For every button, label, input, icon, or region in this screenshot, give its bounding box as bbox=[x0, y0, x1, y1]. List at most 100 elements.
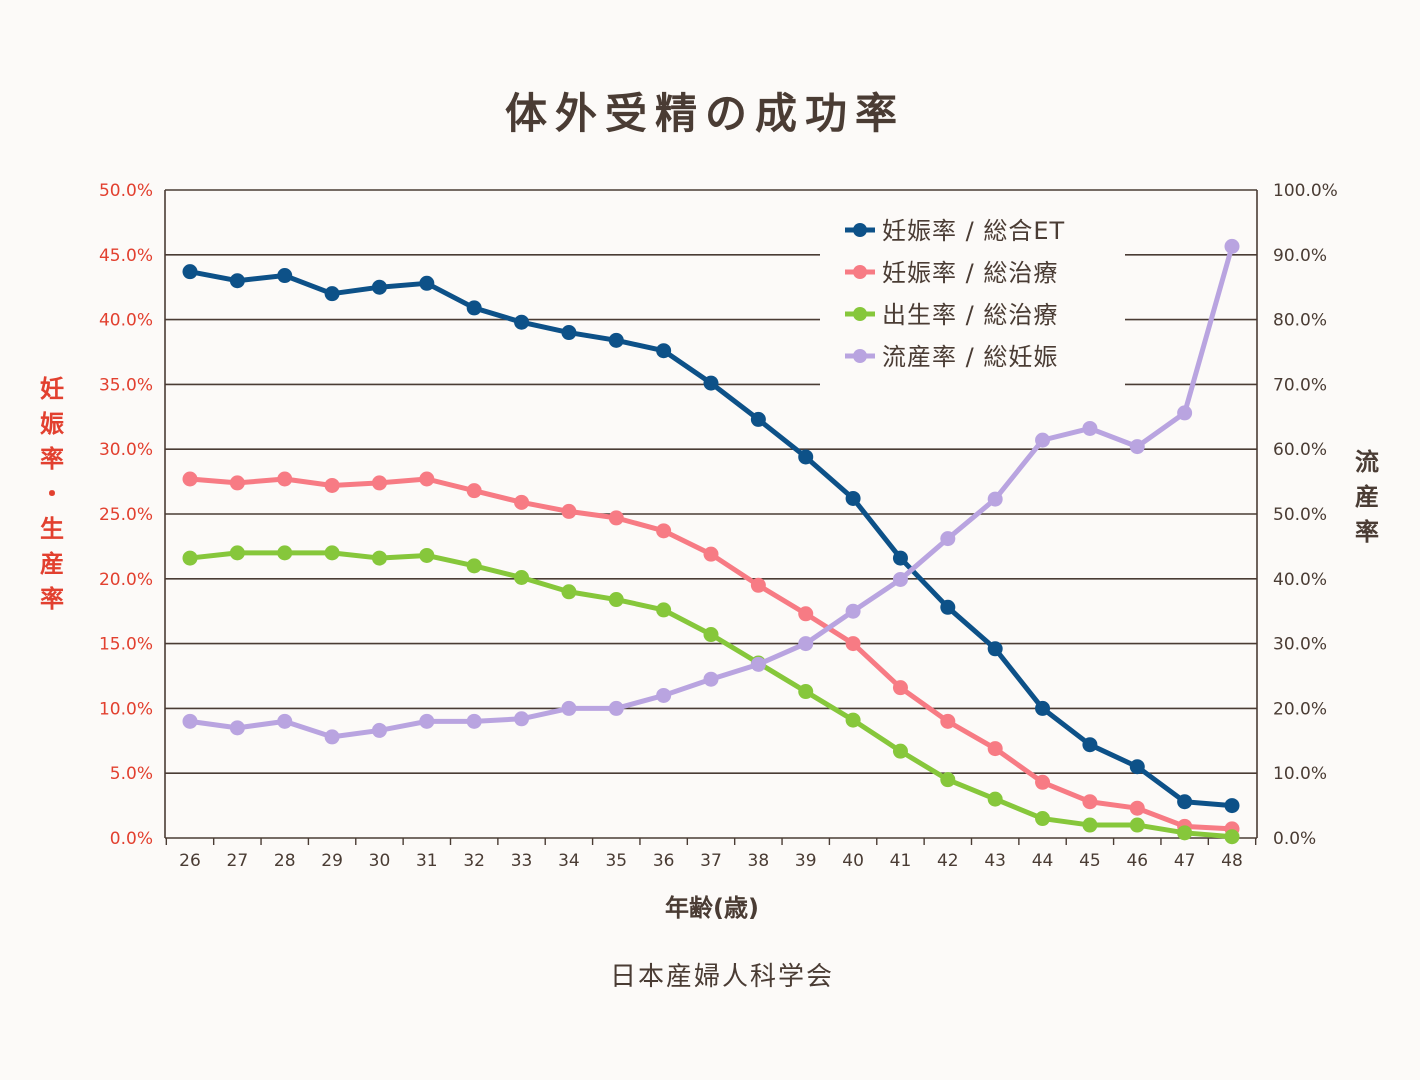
data-point bbox=[798, 684, 814, 700]
y-tick-label-right: 0.0% bbox=[1273, 829, 1316, 849]
data-point bbox=[1129, 439, 1145, 455]
x-tick-label: 42 bbox=[937, 851, 959, 871]
source-text: 日本産婦人科学会 bbox=[610, 962, 834, 992]
y-tick-label-right: 90.0% bbox=[1273, 246, 1327, 266]
y-tick-label-left: 20.0% bbox=[99, 570, 153, 590]
y-tick-label-left: 25.0% bbox=[99, 505, 153, 525]
data-point bbox=[371, 722, 387, 738]
data-point bbox=[466, 300, 482, 316]
y-tick-label-right: 40.0% bbox=[1273, 570, 1327, 590]
axis-layer: 0.0% 0.0% 5.0% 10.0% 10.0% 20.0% 15.0% 30.0% 20.… bbox=[99, 181, 1338, 871]
data-point bbox=[419, 547, 435, 563]
data-point bbox=[324, 477, 340, 493]
legend-swatch-marker bbox=[853, 265, 867, 279]
data-point bbox=[1082, 794, 1098, 810]
data-point bbox=[703, 671, 719, 687]
data-point bbox=[1224, 798, 1240, 814]
x-tick-label: 47 bbox=[1174, 851, 1196, 871]
data-point bbox=[514, 314, 530, 330]
data-point bbox=[940, 599, 956, 615]
data-point bbox=[892, 571, 908, 587]
x-tick-label: 35 bbox=[605, 851, 627, 871]
data-point bbox=[324, 545, 340, 561]
data-point bbox=[608, 592, 624, 608]
data-point bbox=[892, 680, 908, 696]
legend-label: 出生率 / 総治療 bbox=[882, 301, 1058, 329]
data-point bbox=[371, 550, 387, 566]
data-point bbox=[656, 602, 672, 618]
series-line bbox=[187, 476, 1235, 832]
x-tick-label: 31 bbox=[416, 851, 438, 871]
x-tick-label: 48 bbox=[1221, 851, 1243, 871]
data-point bbox=[277, 713, 293, 729]
data-point bbox=[324, 729, 340, 745]
data-point bbox=[845, 490, 861, 506]
y-tick-label-right: 20.0% bbox=[1273, 699, 1327, 719]
data-point bbox=[1177, 405, 1193, 421]
data-point bbox=[703, 546, 719, 562]
axis-label-char: 産 bbox=[1355, 483, 1379, 511]
data-point bbox=[229, 720, 245, 736]
data-point bbox=[1177, 825, 1193, 841]
legend-swatch-marker bbox=[853, 307, 867, 321]
data-point bbox=[798, 636, 814, 652]
data-point bbox=[798, 606, 814, 622]
data-point bbox=[1035, 432, 1051, 448]
x-tick-label: 44 bbox=[1032, 851, 1054, 871]
axis-label-char: 生 bbox=[40, 515, 64, 543]
data-point bbox=[940, 531, 956, 547]
data-point bbox=[1129, 817, 1145, 833]
data-point bbox=[466, 713, 482, 729]
x-tick-label: 45 bbox=[1079, 851, 1101, 871]
chart-title: 体外受精の成功率 bbox=[505, 89, 905, 138]
data-point bbox=[561, 503, 577, 519]
data-point bbox=[608, 510, 624, 526]
y-tick-label-right: 70.0% bbox=[1273, 375, 1327, 395]
x-tick-label: 36 bbox=[653, 851, 675, 871]
axis-label-char: 率 bbox=[1355, 518, 1379, 546]
data-point bbox=[514, 494, 530, 510]
data-point bbox=[1035, 700, 1051, 716]
axis-label-char: 率 bbox=[40, 445, 64, 473]
data-point bbox=[229, 475, 245, 491]
data-point bbox=[1129, 759, 1145, 775]
data-point bbox=[1082, 817, 1098, 833]
axis-label-char: 産 bbox=[40, 550, 64, 578]
data-point bbox=[750, 411, 766, 427]
y-tick-label-left: 0.0% bbox=[110, 829, 153, 849]
y-tick-label-left: 35.0% bbox=[99, 375, 153, 395]
data-point bbox=[182, 550, 198, 566]
legend-label: 流産率 / 総妊娠 bbox=[882, 343, 1058, 371]
y-axis-label-right: 流産率 bbox=[1355, 448, 1379, 546]
y-tick-label-left: 30.0% bbox=[99, 440, 153, 460]
data-point bbox=[371, 279, 387, 295]
data-point bbox=[703, 375, 719, 391]
data-point bbox=[419, 471, 435, 487]
axis-label-char: 率 bbox=[40, 585, 64, 613]
data-point bbox=[561, 325, 577, 341]
legend-label: 妊娠率 / 総治療 bbox=[882, 259, 1058, 287]
x-tick-label: 34 bbox=[558, 851, 580, 871]
data-point bbox=[1035, 774, 1051, 790]
y-tick-label-right: 10.0% bbox=[1273, 764, 1327, 784]
data-point bbox=[845, 712, 861, 728]
data-point bbox=[1082, 737, 1098, 753]
x-tick-label: 40 bbox=[842, 851, 864, 871]
data-point bbox=[608, 700, 624, 716]
data-point bbox=[229, 273, 245, 289]
y-tick-label-right: 100.0% bbox=[1273, 181, 1338, 201]
data-point bbox=[182, 713, 198, 729]
data-point bbox=[419, 713, 435, 729]
axis-label-char: ・ bbox=[40, 480, 64, 508]
legend-swatch-marker bbox=[853, 349, 867, 363]
data-point bbox=[1224, 238, 1240, 254]
data-point bbox=[561, 584, 577, 600]
data-point bbox=[845, 603, 861, 619]
x-tick-label: 39 bbox=[795, 851, 817, 871]
data-point bbox=[561, 700, 577, 716]
axis-label-char: 娠 bbox=[40, 410, 64, 438]
data-point bbox=[798, 449, 814, 465]
data-point bbox=[1177, 794, 1193, 810]
data-point bbox=[1129, 800, 1145, 816]
